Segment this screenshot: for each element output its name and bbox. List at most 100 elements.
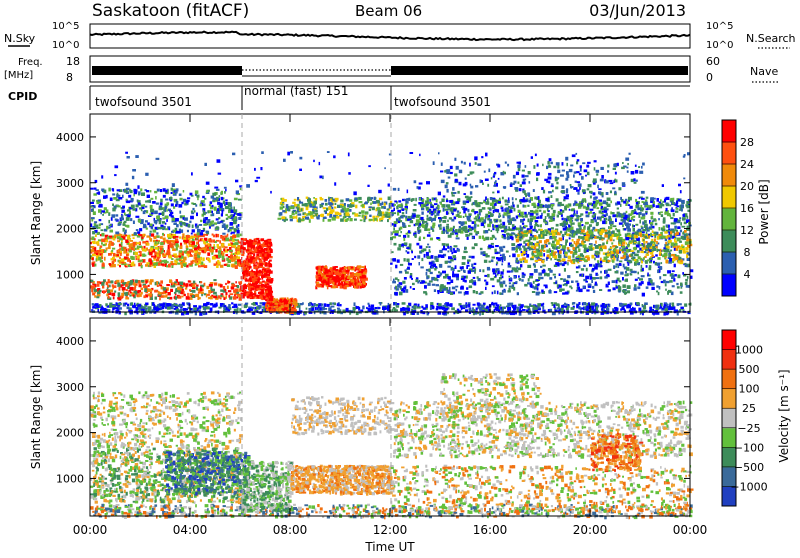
echo-cell [635,224,638,226]
echo-cell [171,188,173,191]
echo-cell [479,236,482,239]
echo-cell [217,221,220,224]
echo-cell [535,210,538,213]
echo-cell [174,303,176,306]
echo-cell [240,188,242,190]
echo-cell [176,224,179,227]
echo-cell [469,233,472,236]
echo-cell [203,303,206,306]
echo-cell [222,253,224,256]
echo-cell [407,219,410,221]
echo-cell [137,231,140,234]
echo-cell [180,198,183,201]
echo-cell [232,240,235,242]
echo-cell [381,206,384,209]
echo-cell [297,213,301,215]
echo-cell [111,242,114,246]
echo-cell [165,228,168,230]
echo-cell [108,212,110,216]
echo-cell [255,285,258,288]
echo-cell [677,303,679,306]
echo-cell [254,291,256,294]
echo-cell [590,211,592,214]
echo-cell [253,293,256,295]
echo-cell [220,295,222,297]
echo-cell [149,233,151,236]
echo-cell [163,287,166,290]
echo-cell [316,284,320,287]
echo-cell [93,211,96,215]
echo-cell [333,286,336,289]
echo-cell [127,209,131,211]
echo-cell [285,208,287,211]
echo-cell [267,269,271,273]
echo-cell [174,199,176,202]
echo-cell [602,221,606,225]
echo-cell [596,207,599,209]
echo-cell [145,303,148,306]
echo-cell [639,197,641,199]
echo-cell [625,222,629,226]
echo-cell [209,239,212,242]
echo-cell [174,308,177,310]
echo-cell [565,304,567,306]
echo-cell [289,215,292,218]
echo-cell [168,228,170,231]
echo-cell [431,219,433,223]
echo-cell [533,216,536,219]
echo-cell [561,308,564,311]
echo-cell [547,208,549,212]
echo-cell [147,222,150,225]
echo-cell [346,308,349,312]
echo-cell [417,215,421,217]
echo-cell [129,283,133,286]
echo-cell [94,221,97,223]
echo-cell [167,251,170,255]
nsky-label: N.Sky [4,32,36,45]
freq-tick-top: 18 [66,55,80,68]
echo-cell [322,273,324,275]
echo-cell [250,257,253,260]
echo-cell [106,226,108,230]
echo-cell [458,228,460,232]
echo-cell [494,303,497,305]
echo-cell [201,248,204,250]
echo-cell [139,228,142,231]
echo-cell [543,205,545,207]
echo-cell [365,270,368,273]
echo-cell [135,283,137,285]
echo-cell [177,287,180,291]
echo-cell [91,249,95,252]
echo-cell [372,308,374,310]
echo-cell [207,210,209,213]
echo-cell [158,263,161,266]
echo-cell [163,238,165,242]
echo-cell [474,221,476,224]
echo-cell [115,307,118,309]
echo-cell [323,280,326,284]
echo-cell [322,284,324,287]
echo-cell [190,250,194,253]
echo-cell [391,210,394,212]
echo-cell [218,295,221,298]
echo-cell [97,232,100,235]
echo-cell [208,219,211,223]
echo-cell [249,278,252,281]
echo-cell [199,224,203,226]
echo-cell [151,233,154,236]
echo-cell [256,273,258,277]
echo-cell [128,265,130,267]
echo-cell [434,210,436,213]
echo-cell [103,244,106,246]
echo-cell [427,198,430,200]
echo-cell [493,210,495,213]
echo-cell [138,307,141,310]
echo-cell [439,227,442,230]
echo-cell [259,305,262,309]
echo-cell [225,292,227,295]
echo-cell [670,307,674,310]
echo-cell [223,248,225,251]
echo-cell [415,198,417,202]
echo-cell [122,224,125,226]
echo-cell [298,218,301,222]
